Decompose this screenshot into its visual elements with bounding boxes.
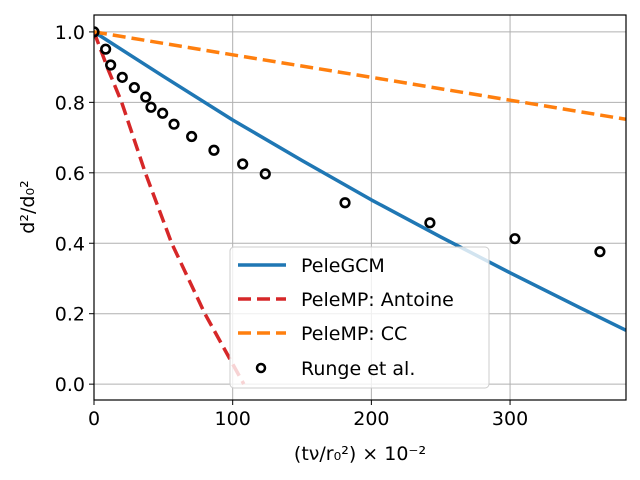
legend-item-cc: PeleMP: CC bbox=[238, 323, 407, 345]
y-tick-label: 1.0 bbox=[55, 22, 85, 44]
legend-label-pelegcm: PeleGCM bbox=[301, 255, 385, 277]
data-point-runge-et-al bbox=[128, 81, 140, 94]
legend-label-runge: Runge et al. bbox=[301, 358, 415, 380]
series-line-pelemp-cc bbox=[94, 30, 626, 122]
data-point-runge-et-al bbox=[140, 91, 152, 103]
data-point-runge-et-al bbox=[339, 197, 351, 209]
data-point-runge-et-al bbox=[100, 43, 112, 55]
data-point-runge-et-al bbox=[116, 71, 128, 83]
x-tick-label: 300 bbox=[492, 408, 528, 430]
data-point-runge-et-al bbox=[157, 107, 169, 119]
data-point-runge-et-al bbox=[594, 246, 606, 258]
legend-item-runge: Runge et al. bbox=[255, 358, 415, 380]
y-tick-label: 0.2 bbox=[55, 304, 85, 326]
legend-item-antoine: PeleMP: Antoine bbox=[238, 289, 454, 311]
y-axis-label-group: d²/d₀² bbox=[17, 180, 39, 233]
axes-frame bbox=[93, 14, 627, 401]
legend-item-pelegcm: PeleGCM bbox=[238, 255, 385, 277]
legend-swatch-runge bbox=[255, 362, 267, 374]
series-line-pelemp-antoine bbox=[94, 31, 246, 385]
data-point-runge-et-al bbox=[509, 233, 521, 245]
y-axis-label: d²/d₀² bbox=[17, 180, 39, 233]
legend-label-cc: PeleMP: CC bbox=[301, 323, 407, 345]
x-axis: 0 100 200 300 bbox=[88, 400, 528, 430]
data-point-runge-et-al bbox=[237, 158, 249, 170]
y-tick-label: 0.4 bbox=[55, 233, 85, 255]
legend: PeleGCM PeleMP: Antoine PeleMP: CC Runge… bbox=[229, 246, 490, 389]
y-tick-label: 0.0 bbox=[55, 374, 85, 396]
series-line-pelegcm bbox=[94, 30, 626, 332]
data-point-runge-et-al bbox=[94, 26, 100, 38]
y-axis: 0.0 0.2 0.4 0.6 0.8 1.0 bbox=[55, 22, 94, 396]
x-tick-label: 0 bbox=[88, 408, 100, 430]
y-tick-label: 0.8 bbox=[55, 92, 85, 114]
x-tick-label: 100 bbox=[215, 408, 251, 430]
x-tick-label: 200 bbox=[353, 408, 389, 430]
data-point-runge-et-al bbox=[424, 217, 436, 229]
data-point-runge-et-al bbox=[105, 59, 117, 71]
x-axis-label: (tν/r₀²) × 10⁻² bbox=[294, 443, 426, 465]
legend-label-antoine: PeleMP: Antoine bbox=[301, 289, 454, 311]
data-point-runge-et-al bbox=[145, 101, 157, 113]
data-point-runge-et-al bbox=[208, 144, 220, 156]
series-group bbox=[94, 26, 626, 385]
data-point-runge-et-al bbox=[259, 168, 271, 180]
y-tick-label: 0.6 bbox=[55, 163, 85, 185]
plot-area bbox=[94, 26, 626, 385]
data-point-runge-et-al bbox=[168, 118, 180, 130]
data-point-runge-et-al bbox=[186, 130, 198, 143]
